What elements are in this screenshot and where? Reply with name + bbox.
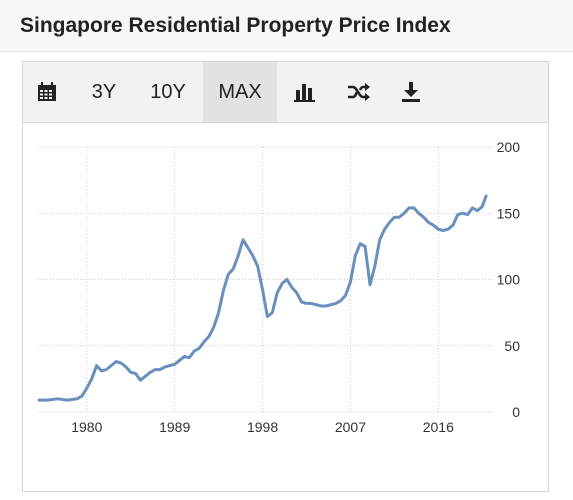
chart-type-button[interactable] (285, 62, 325, 122)
download-button[interactable] (393, 62, 429, 122)
range-10y-button[interactable]: 10Y (150, 80, 186, 103)
header-bar: Singapore Residential Property Price Ind… (0, 0, 573, 52)
range-max-button[interactable]: MAX (203, 62, 277, 122)
y-tick-label: 100 (497, 272, 521, 288)
x-tick-label: 2007 (335, 419, 366, 435)
series-line (37, 194, 488, 402)
download-icon (401, 82, 421, 102)
calendar-icon (37, 82, 57, 102)
x-tick-label: 1989 (159, 419, 190, 435)
y-tick-label: 150 (497, 205, 521, 221)
range-3y-button[interactable]: 3Y (91, 80, 117, 103)
shuffle-icon (347, 82, 371, 102)
y-tick-label: 50 (504, 338, 520, 354)
y-tick-label: 200 (497, 139, 521, 155)
chart-panel: 3Y 10Y MAX (22, 61, 549, 492)
x-tick-label: 2016 (423, 419, 454, 435)
page-title: Singapore Residential Property Price Ind… (20, 14, 451, 37)
compare-button[interactable] (337, 62, 381, 122)
chart-toolbar: 3Y 10Y MAX (23, 62, 548, 123)
calendar-button[interactable] (23, 62, 71, 122)
y-tick-label: 0 (512, 404, 520, 420)
bar-chart-icon (294, 82, 316, 102)
x-tick-label: 1998 (247, 419, 278, 435)
x-tick-label: 1980 (71, 419, 102, 435)
